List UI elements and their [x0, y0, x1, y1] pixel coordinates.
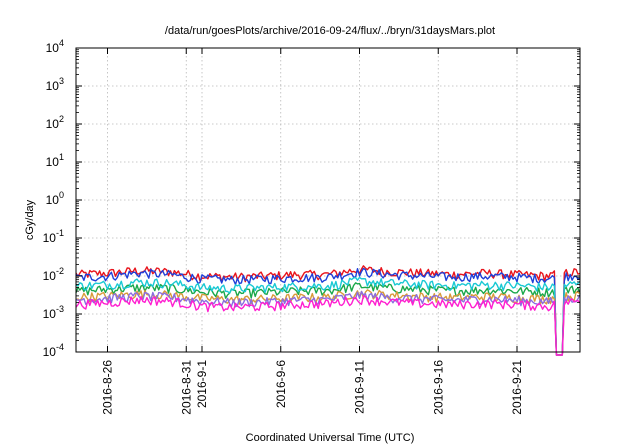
- y-tick-label: 100: [46, 190, 64, 207]
- y-axis-label: cGy/day: [24, 199, 36, 240]
- axes: 10-4 10-3 10-2 10-1 100 101 102 103 104 2016-8-26…: [43, 38, 580, 415]
- x-tick-label: 2016-9-21: [510, 360, 524, 415]
- x-tick-label: 2016-8-26: [101, 360, 115, 415]
- series-line-2: [75, 267, 581, 356]
- series-line-4: [75, 276, 581, 356]
- x-tick-label: 2016-9-1: [195, 360, 209, 408]
- y-tick-label: 101: [46, 152, 64, 169]
- series-line-6: [75, 290, 581, 356]
- series-line-1: [75, 265, 581, 356]
- y-tick-label: 10-4: [43, 342, 64, 359]
- y-tick-label: 102: [46, 114, 64, 131]
- y-tick-label: 104: [46, 38, 64, 55]
- y-tick-label: 10-1: [43, 228, 64, 245]
- x-tick-label: 2016-9-6: [274, 360, 288, 408]
- x-tick-label: 2016-8-31: [179, 360, 193, 415]
- series-line-7: [75, 295, 581, 356]
- y-tick-label: 10-2: [43, 266, 64, 283]
- x-tick-label: 2016-9-11: [353, 360, 367, 414]
- y-tick-label: 10-3: [43, 304, 64, 321]
- chart-title: /data/run/goesPlots/archive/2016-09-24/f…: [165, 25, 495, 37]
- y-tick-label: 103: [46, 76, 64, 93]
- x-tick-label: 2016-9-16: [431, 360, 445, 415]
- x-axis-label: Coordinated Universal Time (UTC): [246, 432, 415, 444]
- grid: [76, 48, 580, 352]
- series-group: [75, 265, 581, 356]
